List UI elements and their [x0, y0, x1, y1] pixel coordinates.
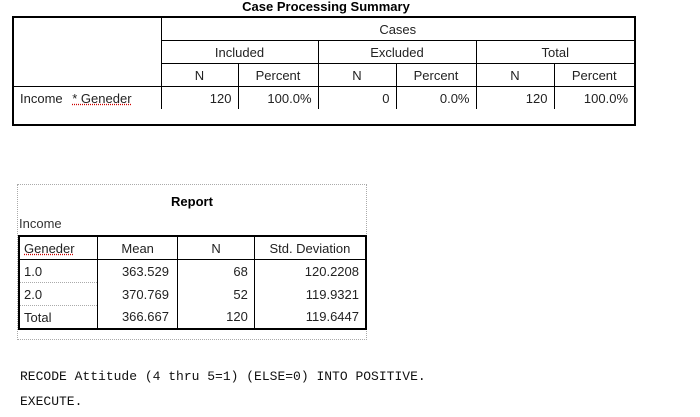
table-row: Total 366.667 120 119.6447 [19, 305, 366, 329]
table-cell: Total [19, 305, 98, 329]
header-mean: Mean [97, 236, 179, 260]
table-cell: 52 [177, 282, 255, 306]
table-cell: 100.0% [583, 90, 628, 106]
subheader-n: N [476, 63, 555, 87]
header-geneder: Geneder [19, 236, 98, 260]
corner-cell [14, 18, 162, 87]
table-cell: 119.9321 [305, 286, 359, 302]
table-cell: 0 [318, 86, 397, 109]
case-processing-summary-table-frame: Cases Included Excluded Total N Percent … [12, 16, 636, 126]
table-cell: 2.0 [19, 282, 98, 306]
table-row: 2.0 370.769 52 119.9321 [19, 282, 366, 306]
table-cell: 120.2208 [304, 263, 359, 279]
table-cell: 100.0% [238, 86, 319, 109]
subheader-percent: Percent [396, 63, 477, 87]
report-section: Report Income Geneder Mean N Std. Deviat… [17, 184, 367, 340]
case-processing-summary-title: Case Processing Summary [242, 0, 410, 14]
table-cell: 68 [177, 259, 255, 283]
report-subtitle: Income [19, 216, 62, 231]
table-cell: 0.0% [396, 86, 477, 109]
table-cell: 366.667 [97, 305, 179, 329]
subheader-n: N [318, 63, 397, 87]
case-processing-summary: Case Processing Summary Cases Included E… [12, 0, 640, 130]
report-table: Geneder Mean N Std. Deviation 1.0 363.52… [18, 235, 367, 330]
row-label-crossvar: * Geneder [72, 90, 132, 106]
syntax-line-execute: EXECUTE. [20, 394, 83, 409]
report-title: Report [171, 194, 213, 209]
table-cell: 120 [476, 86, 555, 109]
table-row: 1.0 363.529 68 120.2208 [19, 259, 366, 283]
subheader-n: N [161, 63, 239, 87]
subheader-percent: Percent [238, 63, 319, 87]
table-cell: 363.529 [97, 259, 179, 283]
table-cell: 119.6447 [305, 309, 359, 325]
syntax-line-recode: RECODE Attitude (4 thru 5=1) (ELSE=0) IN… [20, 369, 426, 384]
included-header: Included [161, 40, 319, 64]
row-label: Income * Geneder [14, 86, 162, 109]
excluded-header: Excluded [318, 40, 477, 64]
case-processing-summary-table: Cases Included Excluded Total N Percent … [14, 18, 634, 109]
subheader-percent: Percent [554, 63, 634, 87]
table-cell: 370.769 [97, 282, 179, 306]
header-n: N [177, 236, 255, 260]
header-std-deviation: Std. Deviation [254, 236, 366, 260]
table-cell: 120 [177, 305, 255, 329]
table-cell: 1.0 [19, 259, 98, 283]
row-label-variable: Income [20, 90, 63, 106]
cases-header: Cases [161, 18, 634, 41]
header-geneder-label: Geneder [24, 240, 75, 256]
table-cell: 120 [161, 86, 239, 109]
total-header: Total [476, 40, 634, 64]
